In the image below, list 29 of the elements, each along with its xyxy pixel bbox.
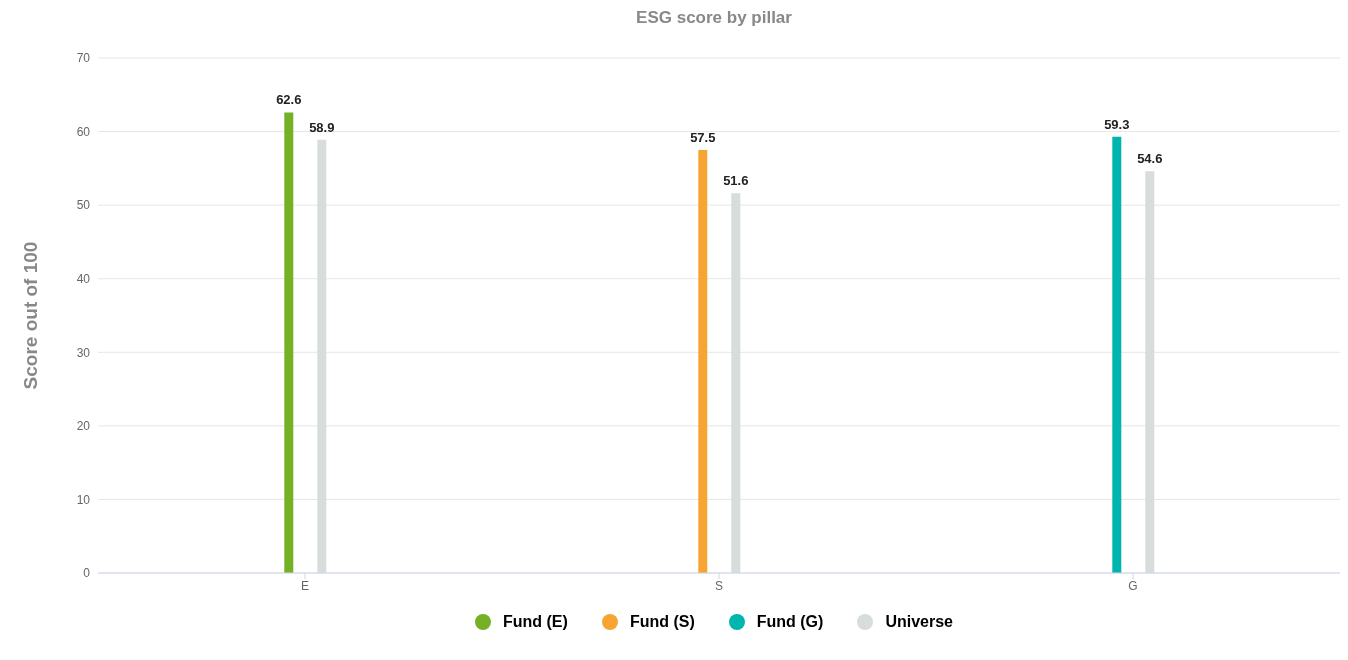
bar	[1112, 136, 1122, 573]
data-label: 57.5	[690, 129, 716, 145]
bar	[317, 139, 327, 573]
bar	[698, 149, 708, 573]
x-tick-label: E	[300, 578, 310, 593]
bar	[1145, 171, 1155, 573]
y-axis-title: Score out of 100	[19, 241, 41, 390]
x-tick-label: G	[1128, 578, 1138, 593]
y-tick-label: 20	[76, 419, 91, 434]
data-label: 59.3	[1104, 116, 1130, 132]
y-tick-label: 30	[76, 345, 91, 360]
legend-label: Universe	[885, 613, 953, 631]
y-tick-label: 60	[76, 124, 91, 139]
y-tick-label: 50	[76, 198, 91, 213]
data-label: 54.6	[1137, 151, 1163, 167]
data-label: 58.9	[309, 119, 335, 135]
y-tick-label: 70	[76, 51, 91, 66]
y-tick-label: 10	[76, 492, 91, 507]
x-tick-label: S	[714, 578, 724, 593]
y-tick-label: 0	[83, 566, 91, 581]
legend-label: Fund (E)	[503, 613, 568, 631]
legend-label: Fund (G)	[756, 613, 824, 631]
data-label: 51.6	[723, 173, 749, 189]
y-tick-label: 40	[76, 271, 91, 286]
bar	[731, 193, 741, 573]
data-label: 62.6	[276, 92, 302, 108]
bar	[284, 112, 294, 573]
legend-label: Fund (S)	[629, 613, 695, 631]
chart-title: ESG score by pillar	[635, 8, 793, 28]
